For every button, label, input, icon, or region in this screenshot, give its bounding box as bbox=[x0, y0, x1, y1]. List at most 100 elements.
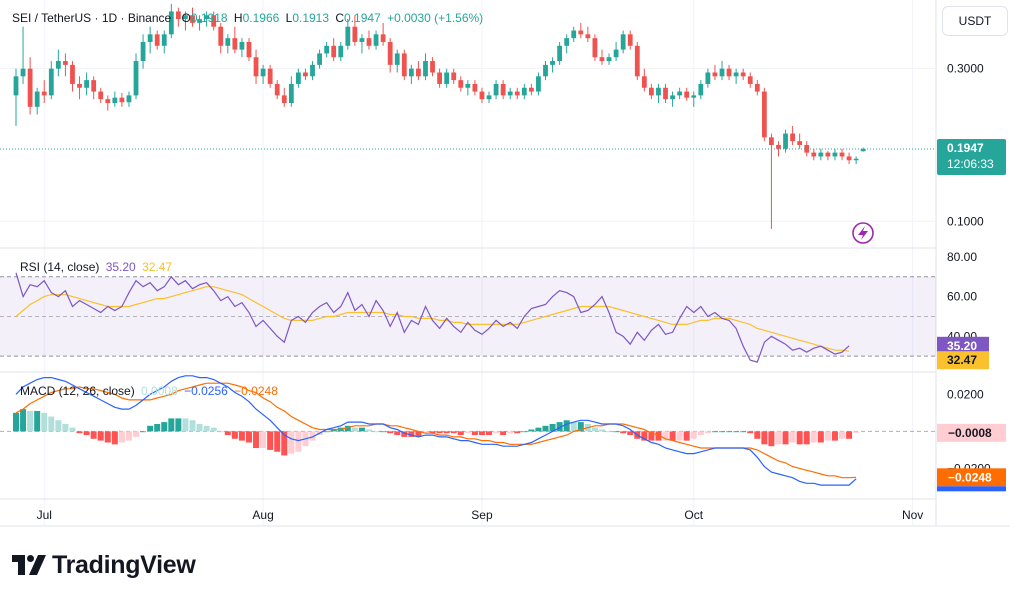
macd-histogram-bar bbox=[782, 431, 789, 445]
macd-histogram-bar bbox=[182, 418, 189, 432]
candle-down bbox=[649, 87, 654, 96]
candle-down bbox=[77, 83, 82, 88]
macd-histogram-bar bbox=[203, 425, 210, 432]
macd-histogram-bar bbox=[747, 431, 754, 434]
macd-histogram-bar bbox=[521, 431, 528, 433]
macd-line-tag bbox=[937, 486, 1006, 492]
candle-down bbox=[769, 137, 774, 145]
macd-histogram-bar bbox=[436, 431, 443, 434]
candle-up bbox=[126, 95, 132, 103]
macd-histogram-bar bbox=[55, 420, 62, 432]
candle-up bbox=[239, 41, 245, 50]
candle-up bbox=[783, 133, 788, 149]
tradingview-brand[interactable]: TradingView bbox=[12, 550, 196, 580]
candle-down bbox=[246, 41, 252, 58]
macd-histogram-bar bbox=[41, 412, 48, 432]
candle-up bbox=[260, 68, 266, 77]
macd-histogram-bar bbox=[69, 427, 76, 432]
macd-histogram-bar bbox=[817, 431, 824, 443]
symbol-pair[interactable]: SEI / TetherUS · 1D · Binance bbox=[12, 11, 172, 25]
candle-down bbox=[303, 72, 308, 77]
macd-hist-value: 0.0008 bbox=[141, 384, 178, 398]
time-tick-label: Sep bbox=[471, 508, 493, 522]
candle-up bbox=[606, 57, 612, 62]
candle-up bbox=[507, 91, 513, 96]
macd-histogram-bar bbox=[401, 431, 408, 437]
candle-down bbox=[331, 45, 337, 58]
candle-down bbox=[627, 34, 633, 46]
macd-title[interactable]: MACD (12, 26, close) bbox=[20, 384, 135, 398]
candle-up bbox=[719, 68, 725, 77]
candle-up bbox=[55, 61, 61, 69]
candle-up bbox=[521, 87, 527, 96]
tradingview-logo-icon bbox=[12, 555, 46, 575]
macd-histogram-bar bbox=[133, 431, 140, 437]
candle-up bbox=[860, 149, 866, 152]
candle-down bbox=[253, 57, 259, 77]
change-value: +0.0030 (+1.56%) bbox=[387, 11, 484, 25]
macd-histogram-bar bbox=[556, 422, 563, 432]
time-tick-label: Oct bbox=[684, 508, 703, 522]
rsi-pane bbox=[0, 272, 936, 363]
macd-histogram-bar bbox=[408, 431, 415, 437]
macd-histogram-bar bbox=[309, 431, 316, 441]
macd-histogram-bar bbox=[740, 431, 747, 433]
candle-down bbox=[500, 83, 506, 96]
tradingview-logo-text: TradingView bbox=[52, 550, 196, 579]
candle-down bbox=[27, 68, 33, 107]
macd-histogram-bar bbox=[217, 431, 224, 433]
macd-histogram-bar bbox=[662, 431, 669, 441]
candle-down bbox=[387, 41, 393, 65]
macd-histogram-bar bbox=[104, 431, 111, 443]
macd-histogram-bar bbox=[606, 431, 613, 433]
candle-down bbox=[839, 152, 845, 157]
rsi-value: 35.20 bbox=[105, 260, 136, 274]
last-price-tag bbox=[937, 139, 1006, 176]
lightning-bolt-glyph bbox=[858, 226, 868, 240]
candle-up bbox=[296, 72, 301, 84]
macd-histogram-bar bbox=[344, 425, 351, 432]
candle-up bbox=[408, 68, 414, 77]
macd-histogram-bar bbox=[140, 431, 147, 433]
macd-histogram-bar bbox=[493, 431, 500, 434]
candle-up bbox=[373, 34, 379, 46]
candle-down bbox=[366, 38, 372, 46]
candle-up bbox=[564, 38, 570, 46]
open-label: O bbox=[181, 11, 191, 25]
macd-histogram-bar bbox=[429, 431, 436, 434]
macd-histogram-bar bbox=[542, 425, 549, 432]
macd-histogram-bar bbox=[711, 431, 718, 433]
macd-histogram-bar bbox=[443, 431, 450, 434]
candle-down bbox=[804, 144, 810, 153]
candle-up bbox=[147, 34, 153, 42]
symbol-legend: SEI / TetherUS · 1D · Binance O0.1918 H0… bbox=[12, 11, 486, 25]
currency-unit-button[interactable]: USDT bbox=[942, 6, 1008, 36]
macd-histogram-bar bbox=[457, 431, 464, 436]
candle-up bbox=[620, 34, 626, 50]
macd-histogram-bar bbox=[620, 431, 627, 434]
macd-histogram-bar bbox=[697, 431, 704, 436]
candle-up bbox=[20, 68, 26, 77]
candle-down bbox=[754, 83, 760, 92]
macd-histogram-bar bbox=[34, 410, 41, 432]
lightning-event-icon[interactable] bbox=[852, 222, 874, 244]
macd-histogram-bar bbox=[111, 431, 118, 445]
macd-histogram-bar bbox=[90, 431, 97, 439]
close-label: C bbox=[335, 11, 345, 25]
candle-down bbox=[797, 141, 803, 145]
macd-histogram-bar bbox=[655, 431, 662, 441]
macd-histogram-bar bbox=[591, 427, 598, 432]
candle-up bbox=[486, 95, 492, 100]
grid-layer bbox=[0, 0, 1010, 527]
candle-up bbox=[140, 41, 146, 62]
candle-down bbox=[190, 15, 195, 23]
macd-histogram-bar bbox=[577, 422, 584, 432]
rsi-title[interactable]: RSI (14, close) bbox=[20, 260, 100, 274]
macd-histogram-bar bbox=[154, 423, 161, 432]
macd-signal-tag-label: −0.0248 bbox=[948, 470, 992, 484]
macd-signal-tag bbox=[937, 468, 1006, 487]
macd-histogram-bar bbox=[323, 431, 330, 433]
candle-up bbox=[317, 53, 322, 65]
